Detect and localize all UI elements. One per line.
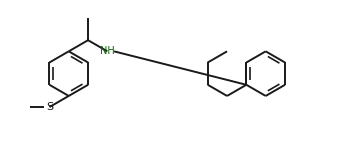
Text: S: S [46,102,53,112]
Text: NH: NH [100,46,115,56]
